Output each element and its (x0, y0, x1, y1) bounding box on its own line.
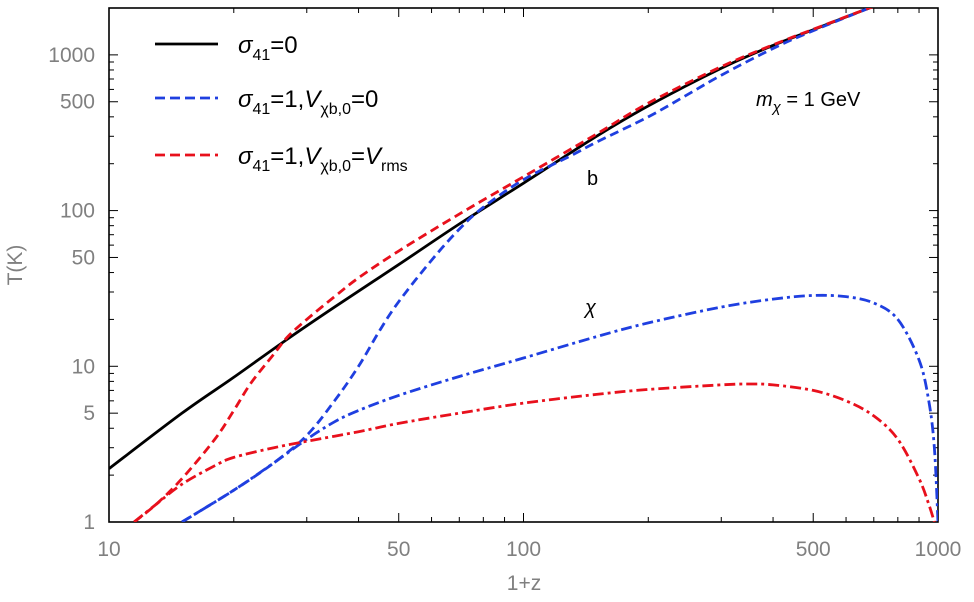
y-tick-label: 50 (72, 246, 95, 269)
mass-value: = 1 GeV (781, 89, 861, 111)
x-axis-label: 1+z (507, 572, 541, 595)
baryon-label: b (587, 168, 598, 190)
y-tick-label: 1000 (48, 44, 95, 67)
legend-text: =1, (270, 86, 304, 113)
legend-vsub: χb,0 (320, 158, 351, 175)
legend-sigma: σ (238, 32, 254, 59)
legend-sigma: σ (238, 143, 254, 170)
dm-label: χ (583, 297, 597, 319)
mass-annotation: mχ = 1 GeV (756, 89, 861, 116)
legend-v2: V (365, 143, 383, 170)
y-axis-label: T(K) (4, 245, 27, 286)
legend-v: V (304, 143, 322, 170)
series-line-2 (181, 8, 874, 522)
legend-text: =1, (270, 143, 304, 170)
y-tick-label: 10 (72, 355, 95, 378)
legend-text: =0 (270, 32, 297, 59)
legend-sigma: σ (238, 86, 254, 113)
y-tick-label: 5 (83, 402, 95, 425)
series-line-4 (133, 8, 874, 522)
x-tick-label: 500 (796, 538, 831, 561)
x-tick-label: 100 (506, 538, 541, 561)
legend-sub: 41 (252, 158, 270, 175)
legend-sub: 41 (252, 101, 270, 118)
legend-entry-2: σ41=1,Vχb,0=0 (238, 86, 378, 118)
x-tick-label: 1000 (915, 538, 962, 561)
legend-v2sub: rms (381, 158, 408, 175)
mass-subscript: χ (771, 99, 782, 116)
y-tick-label: 500 (60, 91, 95, 114)
plot-frame (108, 7, 939, 523)
x-tick-label: 10 (97, 538, 120, 561)
x-tick-label: 50 (387, 538, 410, 561)
series-group (109, 8, 938, 522)
y-tick-label: 100 (60, 200, 95, 223)
series-line-5 (133, 382, 936, 522)
legend-entry-3: σ41=1,Vχb,0=Vrms (238, 143, 408, 175)
legend-vrest: =0 (351, 86, 378, 113)
legend-sub: 41 (252, 47, 270, 64)
legend-v: V (304, 86, 322, 113)
series-line-1 (109, 8, 874, 470)
legend-vsub: χb,0 (320, 101, 351, 118)
mass-symbol: m (756, 89, 773, 111)
series-line-3 (181, 293, 938, 522)
legend-vrest: = (351, 143, 365, 170)
legend-entry-1: σ41=0 (238, 32, 298, 64)
axis-ticks: 10 50 100 500 1000 1 5 10 50 100 500 1000 (48, 7, 962, 561)
y-tick-label: 1 (83, 511, 95, 534)
